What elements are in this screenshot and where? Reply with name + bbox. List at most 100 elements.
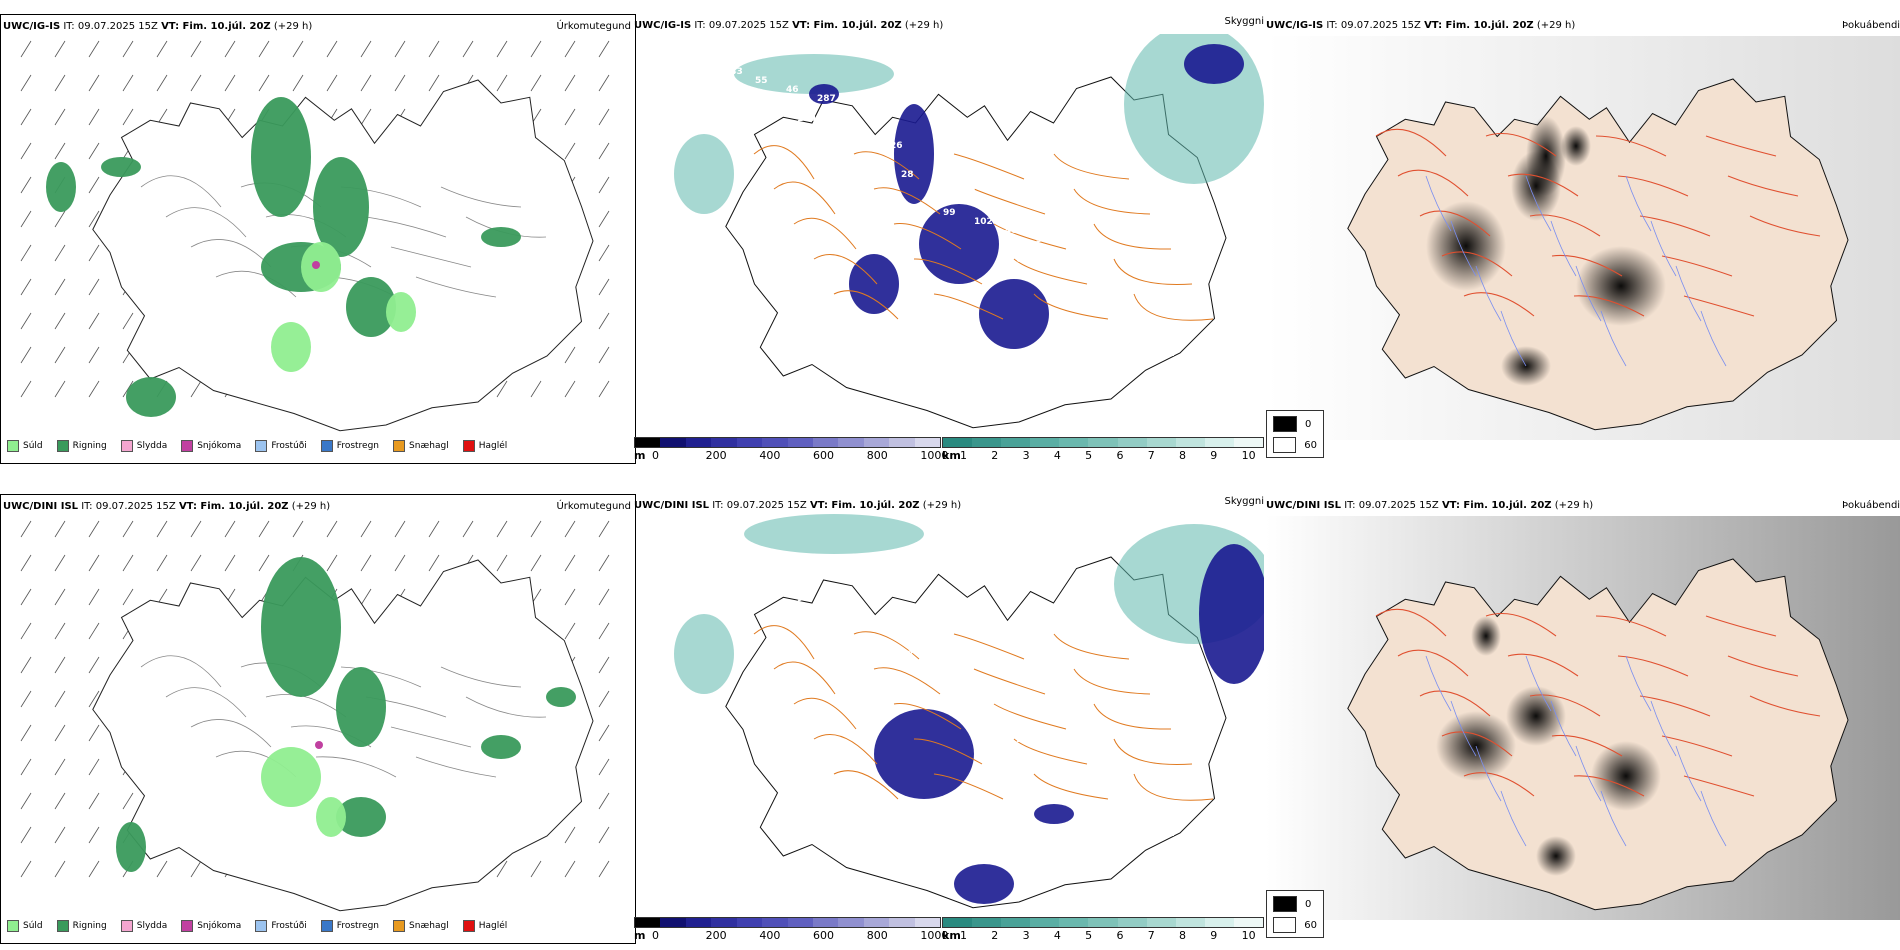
road <box>853 151 920 180</box>
road <box>190 719 272 748</box>
colorbar-step <box>711 918 737 927</box>
cloud-base-label: 93 <box>1089 782 1102 792</box>
colorbar-step <box>736 918 763 927</box>
legend-label: Frostregn <box>336 921 380 931</box>
road <box>833 770 899 800</box>
wind-barb <box>88 622 100 640</box>
wind-barb <box>88 826 100 844</box>
wind-barb <box>122 40 134 58</box>
fog-map[interactable] <box>1266 516 1900 920</box>
wind-barb <box>88 40 100 58</box>
fog-map[interactable] <box>1266 36 1900 440</box>
legend-swatch <box>120 920 133 932</box>
wind-barb <box>20 108 32 126</box>
wind-barb <box>54 380 66 398</box>
river <box>1500 310 1527 367</box>
wind-barb <box>88 690 100 708</box>
wind-barb <box>530 520 542 538</box>
legend-swatch <box>56 440 69 452</box>
visibility-map[interactable]: 143 149 275 99 60 63 81 55 62 28 102 15 55 34 46 63 42 48… <box>634 34 1264 434</box>
road <box>1073 188 1151 215</box>
legend-item: Rigning <box>56 440 107 452</box>
wind-barb <box>564 826 576 844</box>
legend-item: Súld <box>7 920 43 932</box>
colorbar-tick: 1 <box>960 449 967 462</box>
colorbar-tick: 200 <box>705 449 727 462</box>
wind-barb <box>88 312 100 330</box>
weather-area <box>336 667 386 747</box>
wind-barb <box>598 108 610 126</box>
wind-barb <box>54 40 66 58</box>
cloud-base-label: 34 <box>1193 358 1206 368</box>
weather-area <box>849 254 899 314</box>
road <box>873 667 941 695</box>
colorbar-tick: 800 <box>866 449 888 462</box>
fog-legend-low: 60 <box>1304 919 1317 931</box>
wind-barb <box>530 554 542 572</box>
wind-barb <box>88 724 100 742</box>
road <box>1113 258 1193 285</box>
wind-barb <box>88 380 100 398</box>
fog-area <box>1426 201 1506 291</box>
colorbar-step <box>635 918 661 927</box>
fog-legend-high: 0 <box>1305 418 1312 430</box>
wind-barb <box>20 176 32 194</box>
wind-barb <box>326 74 338 92</box>
road <box>953 633 1025 660</box>
weather-area <box>261 557 341 697</box>
legend-swatch <box>56 920 69 932</box>
wind-barb <box>258 520 270 538</box>
wind-barb <box>462 520 474 538</box>
colorbar-step <box>787 438 813 447</box>
wind-barb <box>496 520 508 538</box>
legend-label: Snæhagl <box>409 441 449 451</box>
road <box>1727 175 1799 197</box>
wind-barb <box>394 520 406 538</box>
visibility-map[interactable]: 92 93 102 86 90 93 81 41 29 43 39 53 29 39 42 46 <box>634 514 1264 914</box>
legend-item: Frostregn <box>320 920 380 932</box>
cloud-base-label: 86 <box>943 688 956 698</box>
river <box>1475 265 1502 322</box>
wind-barb <box>564 74 576 92</box>
colorbar-tick: 9 <box>1210 929 1218 942</box>
wind-barb <box>598 40 610 58</box>
init-time: IT: 09.07.2025 15Z <box>63 21 158 32</box>
wind-barb <box>258 74 270 92</box>
road <box>1419 210 1491 237</box>
cloud-base-label: 143 <box>724 67 743 77</box>
river <box>1575 265 1602 322</box>
road <box>1093 703 1172 730</box>
river <box>1625 655 1652 712</box>
colorbar-tick: 8 <box>1179 929 1187 942</box>
wind-barb <box>598 74 610 92</box>
road <box>390 726 472 748</box>
legend-item: Rigning <box>56 920 107 932</box>
road <box>1485 612 1557 637</box>
road <box>415 276 497 298</box>
river <box>1625 175 1652 232</box>
road <box>315 756 397 778</box>
wind-barb <box>258 40 270 58</box>
cloud-base-label: 46 <box>859 612 872 622</box>
legend-label: Snjókoma <box>197 441 242 451</box>
road <box>773 181 836 215</box>
wind-barb <box>156 74 168 92</box>
precip-map[interactable] <box>1 517 633 912</box>
cloud-base-label: 48 <box>1005 226 1018 236</box>
precip-map[interactable] <box>1 37 633 432</box>
wind-barb <box>88 554 100 572</box>
legend-label: Frostúði <box>271 441 307 451</box>
cloud-base-label: 64 <box>1151 320 1164 330</box>
colorbar-step <box>1059 438 1089 447</box>
wind-barb <box>326 554 338 572</box>
wind-barb <box>530 40 542 58</box>
colorbar-step <box>711 438 737 447</box>
colorbar-tick: 0 <box>652 929 659 942</box>
wind-barb <box>598 826 610 844</box>
wind-barb <box>428 520 440 538</box>
weather-area <box>386 292 416 332</box>
river <box>1550 220 1577 277</box>
road <box>140 655 222 688</box>
wind-barb <box>564 588 576 606</box>
road <box>1053 153 1130 180</box>
